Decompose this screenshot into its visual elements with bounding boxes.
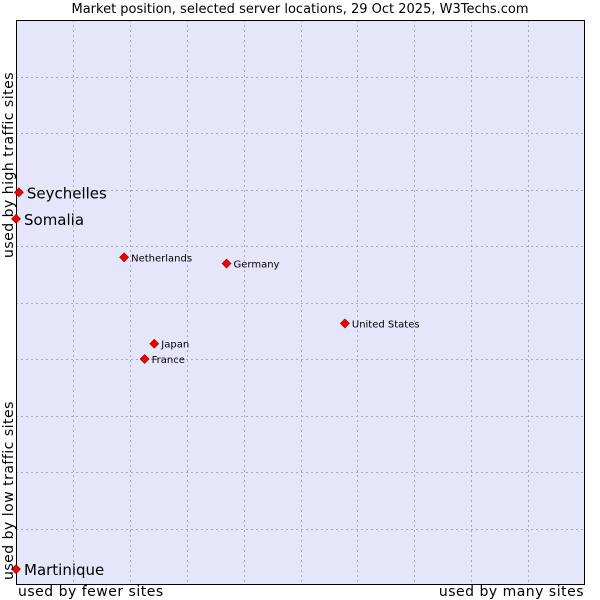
point-marker-france (139, 354, 150, 364)
point-label-netherlands: Netherlands (131, 253, 192, 264)
point-marker-germany (221, 258, 232, 269)
point-label-somalia: Somalia (24, 211, 84, 229)
point-label-martinique: Martinique (24, 561, 104, 579)
chart-title: Market position, selected server locatio… (71, 2, 529, 17)
point-label-germany: Germany (234, 260, 280, 271)
plot-area (16, 20, 585, 585)
point-label-seychelles: Seychelles (27, 184, 107, 202)
point-marker-netherlands (119, 252, 130, 263)
grid-lines (16, 20, 585, 585)
y-axis-label-low: used by low traffic sites (1, 401, 17, 580)
x-axis-label-low: used by fewer sites (18, 584, 164, 600)
point-label-united-states: United States (352, 319, 420, 330)
point-marker-seychelles (13, 187, 24, 198)
data-points: Seychelles Somalia Martinique Netherlands Ge… (11, 184, 420, 579)
y-axis-label-high: used by high traffic sites (1, 71, 17, 258)
point-marker-united-states (339, 318, 350, 329)
point-marker-japan (149, 338, 160, 349)
x-axis-label-high: used by many sites (438, 584, 584, 600)
point-label-france: France (152, 355, 185, 366)
point-marker-somalia (11, 213, 21, 224)
point-label-japan: Japan (160, 340, 189, 351)
point-marker-martinique (11, 564, 21, 575)
plot-border (16, 20, 585, 585)
